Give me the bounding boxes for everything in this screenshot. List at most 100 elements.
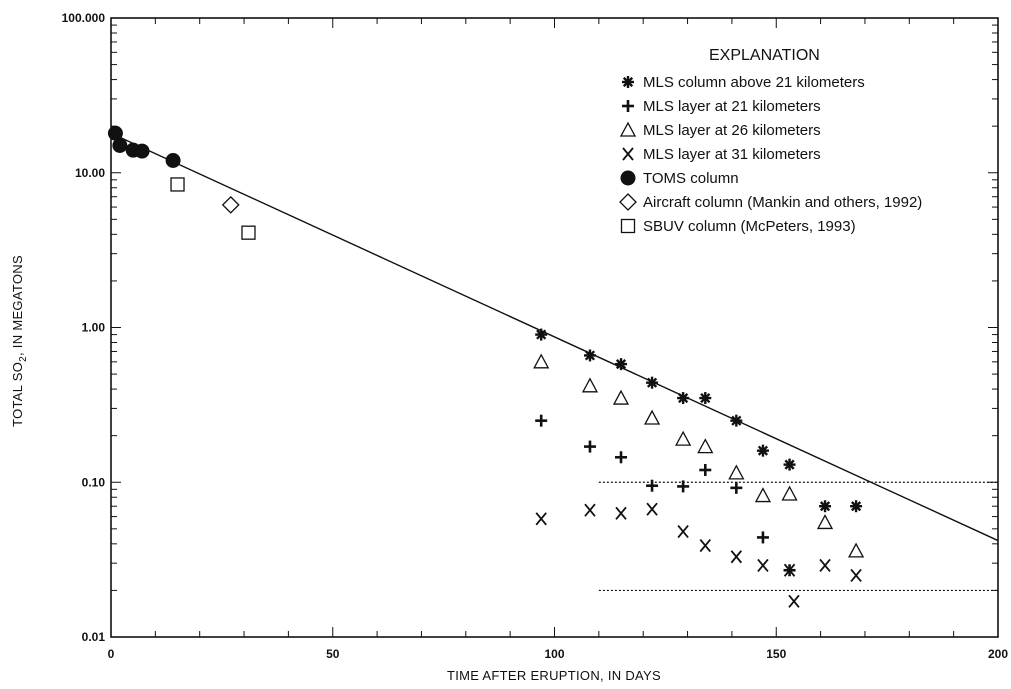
legend-entry: TOMS column (643, 170, 739, 187)
series-x (535, 502, 862, 608)
point-filled-circle (112, 137, 128, 153)
trend-line (110, 132, 999, 542)
trend-line-group (110, 132, 999, 542)
y-tick-label: 10.00 (75, 166, 105, 180)
y-axis-title-subscript: 2 (18, 356, 29, 362)
point-x-b (677, 525, 689, 539)
point-x-b (730, 550, 743, 564)
point-x (535, 512, 547, 526)
legend-marker-square-shape (620, 218, 636, 234)
y-tick-label: 100.000 (62, 11, 106, 25)
point-triangle-shape (754, 487, 772, 503)
point-triangle (581, 377, 599, 393)
point-diamond (221, 195, 240, 214)
legend-marker-plus (622, 100, 634, 112)
point-x-b (757, 558, 769, 573)
point-triangle (643, 409, 661, 425)
legend-marker-diamond-shape (619, 193, 637, 211)
point-asterisk-stroke (646, 377, 658, 388)
point-asterisk-stroke (731, 415, 742, 426)
point-asterisk (850, 500, 863, 513)
point-x (615, 506, 627, 520)
point-x (788, 594, 800, 608)
point-triangle (675, 430, 692, 446)
series-triangle (533, 353, 865, 558)
point-plus (646, 479, 659, 492)
legend-entry: MLS layer at 21 kilometers (643, 98, 821, 115)
point-asterisk-stroke (819, 501, 831, 512)
legend-entry: MLS layer at 31 kilometers (643, 146, 821, 163)
point-plus (583, 440, 596, 453)
series-plus (535, 414, 796, 577)
point-x (850, 568, 862, 582)
point-asterisk-stroke (784, 459, 795, 470)
x-tick-label: 0 (108, 647, 115, 661)
point-square-shape (241, 225, 256, 240)
point-x-b (584, 503, 596, 517)
point-x-b (850, 568, 862, 582)
point-x (677, 525, 689, 539)
legend-entry: Aircraft column (Mankin and others, 1992… (643, 194, 922, 211)
point-triangle-shape (675, 430, 692, 446)
y-axis-title: TOTAL SO2, IN MEGATONS (10, 255, 29, 427)
point-triangle-shape (612, 389, 630, 405)
reference-lines (598, 481, 998, 592)
y-tick-label: 0.10 (82, 475, 106, 489)
legend-marker-asterisk-stroke (622, 76, 634, 88)
point-x (699, 538, 711, 553)
point-x-b (788, 594, 800, 608)
legend-marker-filled-circle (620, 170, 636, 186)
point-x (819, 558, 831, 573)
point-asterisk-stroke (584, 350, 596, 361)
point-asterisk (535, 328, 548, 341)
point-asterisk (646, 376, 659, 389)
x-tick-label: 50 (326, 647, 340, 661)
point-plus (730, 481, 743, 494)
point-x (783, 563, 796, 577)
point-triangle-shape (781, 485, 798, 501)
point-x-b (819, 558, 831, 573)
point-x-b (646, 502, 658, 516)
y-tick-label: 0.01 (82, 630, 106, 644)
x-tick-label: 200 (988, 647, 1008, 661)
point-filled-circle (134, 143, 150, 159)
point-triangle-shape (581, 377, 599, 393)
data-marks (107, 125, 865, 608)
point-plus (699, 463, 712, 476)
point-asterisk-stroke (615, 359, 627, 370)
point-x (646, 502, 658, 516)
point-triangle (754, 487, 772, 503)
point-triangle-shape (816, 514, 834, 530)
point-asterisk (677, 392, 690, 405)
y-axis-title-rest: , IN MEGATONS (10, 255, 25, 356)
legend-marker-x (622, 147, 634, 161)
point-triangle-shape (728, 464, 745, 480)
legend-marker-square (620, 218, 636, 234)
x-axis-title: TIME AFTER ERUPTION, IN DAYS (447, 668, 661, 683)
point-x (584, 503, 596, 517)
point-x-b (699, 538, 711, 553)
point-x-b (615, 506, 627, 520)
point-triangle (728, 464, 745, 480)
point-x-b (535, 512, 547, 526)
point-plus (615, 451, 628, 464)
legend-marker-x-b (622, 147, 634, 161)
legend-title: EXPLANATION (709, 47, 820, 64)
y-axis-title-main: TOTAL SO (10, 362, 25, 427)
point-triangle-shape (847, 542, 865, 558)
y-tick-label: 1.00 (82, 321, 106, 335)
point-asterisk (615, 358, 628, 371)
point-asterisk-stroke (850, 501, 862, 512)
point-asterisk (730, 414, 743, 427)
point-triangle (816, 514, 834, 530)
point-x-b (783, 563, 796, 577)
point-diamond-shape (221, 195, 240, 214)
point-asterisk (819, 500, 832, 513)
point-filled-circle-shape (134, 143, 150, 159)
point-triangle (612, 389, 630, 405)
point-triangle (781, 485, 798, 501)
legend-entry: MLS layer at 26 kilometers (643, 122, 821, 139)
legend-marker-diamond (619, 193, 637, 211)
point-triangle-shape (697, 438, 714, 454)
point-filled-circle-shape (165, 152, 181, 168)
